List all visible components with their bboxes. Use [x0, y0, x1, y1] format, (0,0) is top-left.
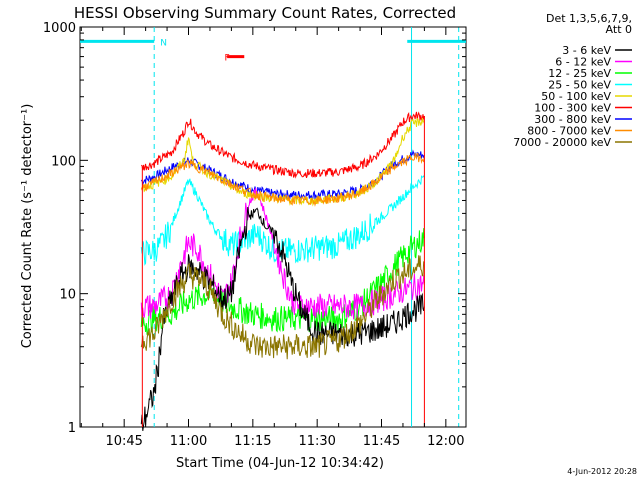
series-line-1 — [140, 187, 425, 320]
chart-title: HESSI Observing Summary Count Rates, Cor… — [74, 4, 456, 22]
series-line-7 — [140, 152, 425, 207]
plot-area — [79, 26, 467, 428]
x-tick-label: 11:30 — [298, 434, 335, 449]
x-tick-label: 10:45 — [105, 434, 142, 449]
x-tick-label: 11:00 — [170, 434, 207, 449]
series-line-4 — [141, 117, 425, 207]
y-axis-label: Corrected Count Rate (s⁻¹ detector⁻¹) — [20, 104, 35, 349]
legend-label: 300 - 800 keV — [534, 113, 611, 126]
legend-label: 3 - 6 keV — [562, 44, 611, 57]
legend-header: Det 1,3,5,6,7,9,Att 0 — [546, 12, 632, 36]
legend-label: 800 - 7000 keV — [527, 125, 611, 138]
y-tick-label: 10 — [59, 288, 76, 303]
series-line-5 — [140, 111, 425, 179]
series-line-8 — [140, 255, 425, 360]
annotations: NF — [160, 38, 230, 63]
legend-header-line: Det 1,3,5,6,7,9, — [546, 12, 632, 25]
annotation-N: N — [160, 38, 167, 48]
x-tick-label: 12:00 — [427, 434, 464, 449]
legend-label: 7000 - 20000 keV — [513, 136, 611, 149]
time-interval-bars — [80, 27, 466, 427]
x-tick-label: 11:45 — [363, 434, 400, 449]
y-tick-label: 100 — [51, 154, 76, 169]
legend-label: 12 - 25 keV — [548, 67, 611, 80]
legend-label: 50 - 100 keV — [541, 90, 611, 103]
y-tick-label: 1 — [68, 421, 76, 436]
x-axis-label: Start Time (04-Jun-12 10:34:42) — [176, 456, 384, 471]
legend-label: 6 - 12 keV — [555, 56, 611, 69]
series-line-0 — [140, 206, 425, 431]
x-tick-label: 11:15 — [234, 434, 271, 449]
axes: 10:45 11:00 11:15 11:30 11:45 12:00 1 10 100 1000 — [43, 21, 466, 449]
legend-header-line: Att 0 — [606, 23, 632, 36]
timestamp: 4-Jun-2012 20:28 — [567, 467, 637, 476]
legend-label: 100 - 300 keV — [534, 102, 611, 115]
legend-label: 25 - 50 keV — [548, 79, 611, 92]
annotation-F: F — [225, 54, 230, 64]
series-layer — [140, 111, 425, 431]
y-tick-label: 1000 — [43, 21, 76, 36]
